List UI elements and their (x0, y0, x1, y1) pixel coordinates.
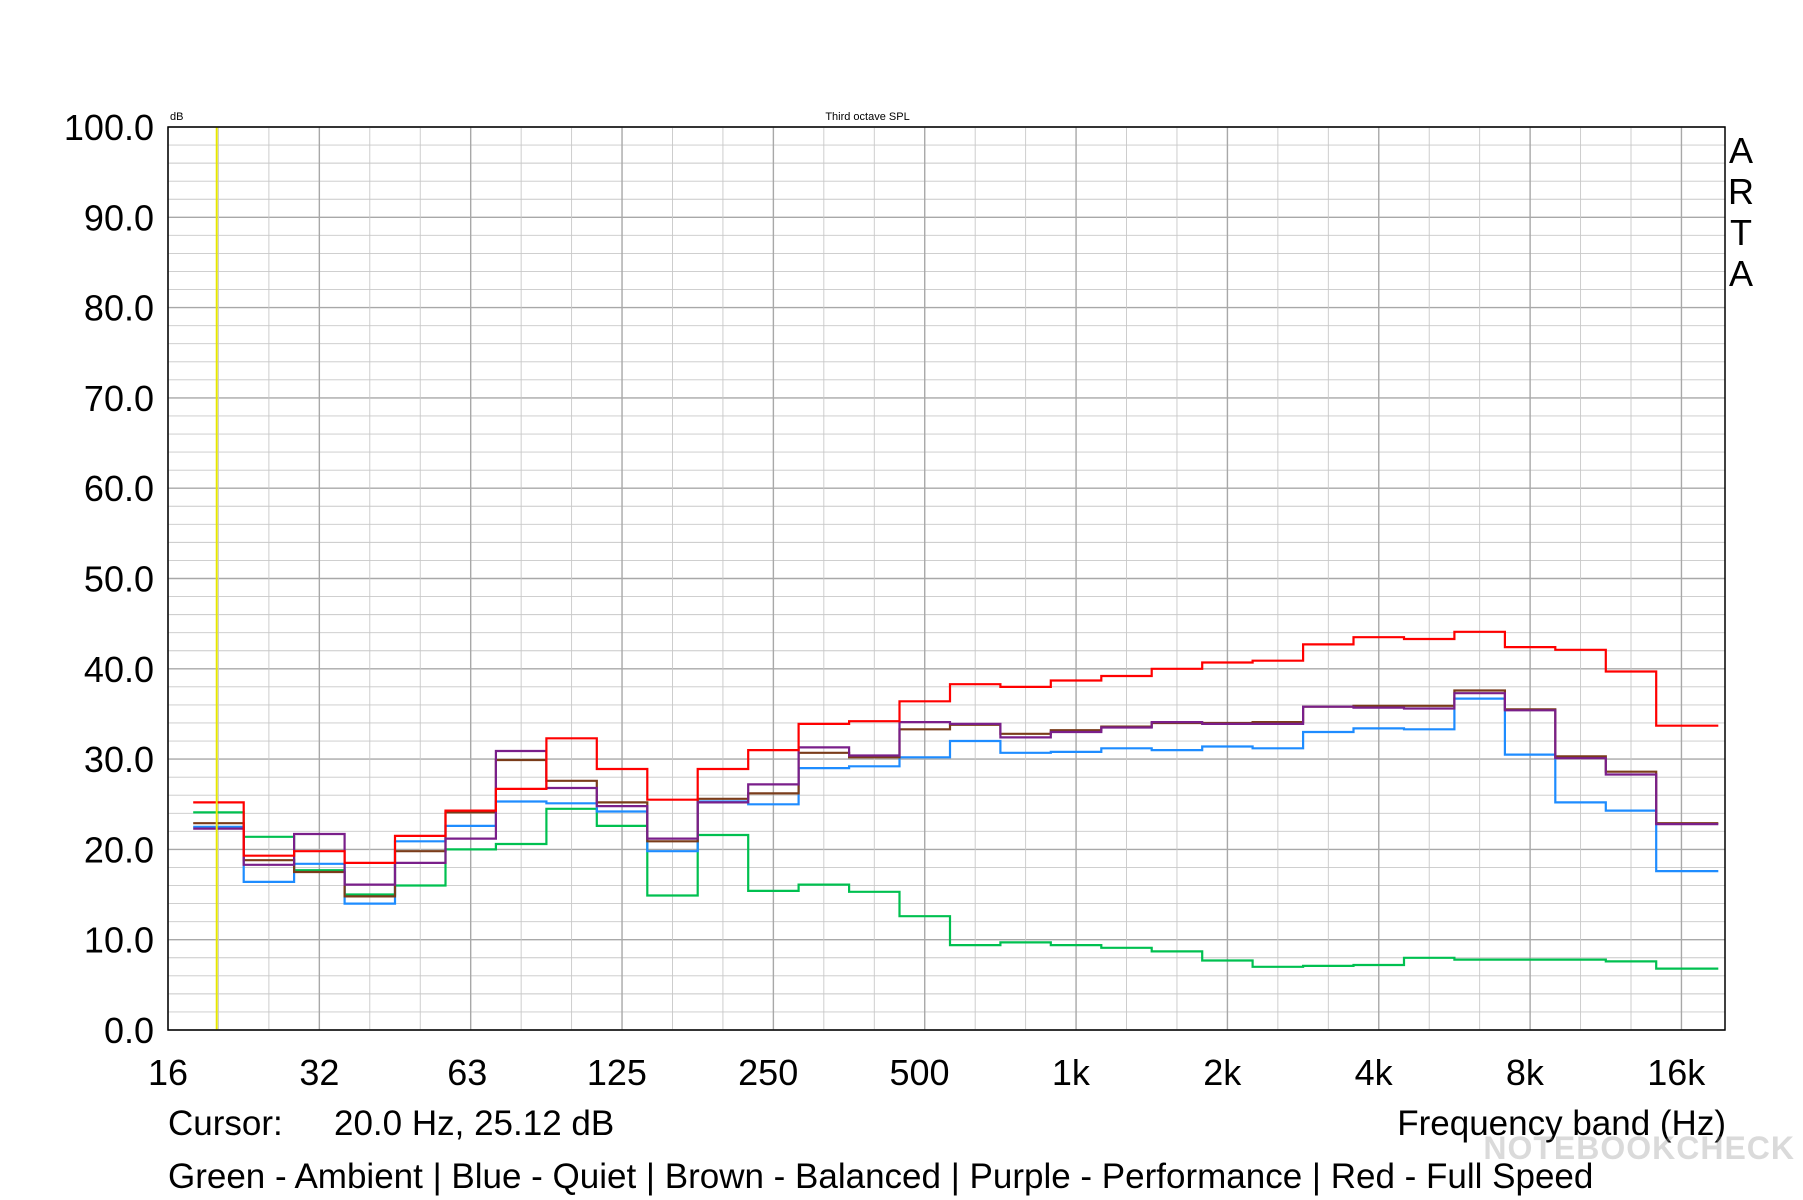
chart-title: Third octave SPL (825, 111, 909, 123)
series-line-2 (193, 689, 1719, 898)
y-tick-label: 80.0 (84, 288, 154, 329)
y-tick-label: 30.0 (84, 739, 154, 780)
y-unit-label: dB (170, 111, 183, 123)
y-tick-labels: 100.0 90.0 80.0 70.0 60.0 50.0 40.0 30.0 20.0 10.… (64, 107, 154, 1051)
grid-lines (167, 126, 1725, 1031)
cursor-readout: 20.0 Hz, 25.12 dB (334, 1104, 615, 1143)
x-tick-label: 16k (1647, 1052, 1706, 1093)
series-line-1 (193, 697, 1719, 905)
x-axis-label: Frequency band (Hz) (1397, 1104, 1726, 1143)
y-tick-label: 50.0 (84, 559, 154, 600)
x-tick-labels: 16 32 63 125 250 500 1k 2k 4k 8k 16k (148, 1052, 1706, 1093)
plot-frame (167, 126, 1726, 1031)
arta-letter: T (1730, 212, 1752, 253)
x-tick-label: 1k (1052, 1052, 1091, 1093)
series-line-0 (193, 807, 1719, 970)
y-tick-label: 60.0 (84, 468, 154, 509)
y-tick-label: 40.0 (84, 649, 154, 690)
y-tick-label: 10.0 (84, 920, 154, 961)
y-tick-label: 100.0 (64, 107, 154, 148)
x-tick-label: 4k (1355, 1052, 1394, 1093)
x-tick-label: 500 (890, 1052, 950, 1093)
arta-letter: A (1729, 130, 1753, 171)
x-tick-label: 2k (1203, 1052, 1242, 1093)
x-tick-label: 250 (738, 1052, 798, 1093)
series-layer (193, 630, 1719, 970)
series-line-4 (193, 630, 1719, 864)
legend-text: Green - Ambient | Blue - Quiet | Brown -… (168, 1157, 1594, 1196)
y-tick-label: 0.0 (104, 1010, 154, 1051)
x-tick-label: 8k (1506, 1052, 1545, 1093)
arta-letter: R (1728, 171, 1754, 212)
cursor-label: Cursor: (168, 1104, 283, 1143)
y-tick-label: 70.0 (84, 378, 154, 419)
x-tick-label: 125 (587, 1052, 647, 1093)
series-line-3 (193, 692, 1719, 886)
x-tick-label: 16 (148, 1052, 188, 1093)
y-tick-label: 20.0 (84, 829, 154, 870)
x-tick-label: 63 (447, 1052, 487, 1093)
arta-letter: A (1729, 253, 1753, 294)
notebookcheck-watermark: NOTEBOOKCHECK (1483, 1130, 1795, 1166)
x-tick-label: 32 (299, 1052, 339, 1093)
y-tick-label: 90.0 (84, 197, 154, 238)
